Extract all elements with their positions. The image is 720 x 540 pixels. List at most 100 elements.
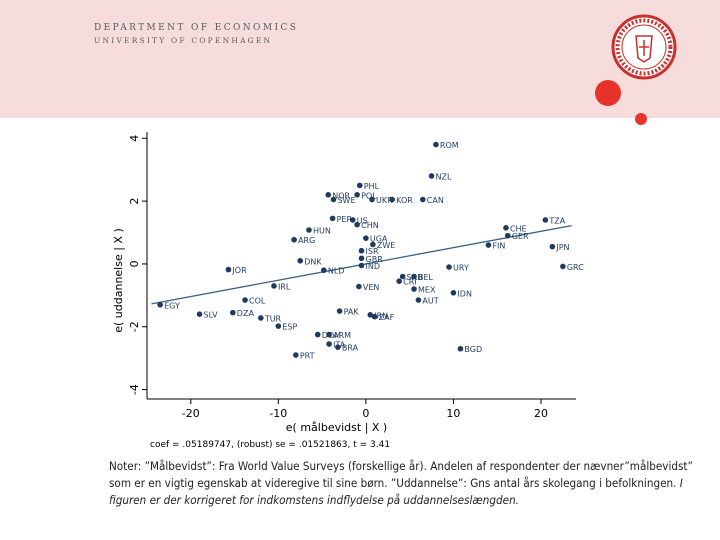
data-point-zwe [370, 241, 376, 248]
data-point-label: NLD [328, 267, 345, 276]
data-point-label: HUN [313, 227, 331, 236]
data-point-srb [399, 273, 406, 280]
data-point-us [349, 217, 356, 223]
data-point-label: CAN [427, 196, 444, 205]
data-point-label: ZWE [377, 241, 395, 250]
x-axis-title: e( målbevidst | X ) [286, 421, 387, 434]
data-point-label: ESP [282, 323, 297, 332]
data-point-pak [336, 308, 343, 314]
data-point-label: BGD [464, 345, 482, 354]
chart-container: -20 -10 0 10 20 -4 -2 0 2 4 ROM NZL PHL NOR POL SWE UKR K… [100, 124, 587, 457]
data-point-label: TZA [548, 216, 565, 225]
university-seal-logo [611, 14, 677, 80]
data-point-zaf [371, 313, 378, 320]
data-point-label: URY [453, 264, 469, 273]
department-title: DEPARTMENT OF ECONOMICS [94, 23, 299, 33]
data-point-fin [485, 242, 492, 248]
data-point-arm [326, 331, 332, 338]
data-point-label: VEN [363, 283, 380, 292]
data-point-label: IDN [457, 289, 472, 298]
data-point-label: BRA [342, 344, 359, 353]
data-point-label: GRC [567, 263, 584, 272]
data-point-irl [271, 283, 277, 289]
data-point-label: ZAF [379, 313, 395, 322]
data-point-label: BEL [418, 273, 434, 282]
data-point-ukr [369, 196, 375, 203]
data-point-bgd [457, 345, 464, 352]
data-point-tur [258, 315, 264, 321]
data-point-esp [275, 323, 282, 329]
data-point-label: ARG [298, 236, 315, 245]
data-point-label: CHN [361, 221, 379, 230]
data-point-label: COL [249, 297, 266, 306]
data-point-jpn [549, 243, 556, 250]
data-point-cri [396, 278, 402, 285]
x-tick-label: 10 [446, 407, 460, 420]
data-point-label: IRL [278, 282, 291, 291]
x-tick-label: 20 [534, 407, 548, 420]
data-point-label: KOR [396, 196, 413, 205]
data-point-ger [504, 232, 511, 239]
data-point-label: GBR [366, 255, 384, 264]
data-point-label: PHL [364, 182, 380, 191]
data-point-nld [321, 267, 327, 274]
data-point-tza [542, 217, 549, 223]
data-point-ven [356, 283, 362, 290]
data-point-dza [230, 309, 236, 316]
data-point-label: GER [512, 232, 529, 241]
header-banner: DEPARTMENT OF ECONOMICS UNIVERSITY OF CO… [0, 0, 720, 125]
y-tick-label: 4 [128, 135, 141, 142]
data-point-nzl [428, 173, 435, 179]
x-tick-label: -10 [269, 407, 287, 420]
data-point-gbr [358, 255, 365, 262]
data-point-dnk [297, 257, 304, 264]
data-point-kor [389, 196, 395, 203]
data-point-label: AUT [422, 297, 438, 306]
data-point-chn [354, 221, 360, 228]
data-point-label: MEX [418, 286, 436, 295]
data-point-isr [358, 247, 365, 254]
data-point-idn [450, 290, 457, 296]
data-point-ind [358, 262, 365, 269]
data-point-label: DNK [304, 257, 322, 266]
data-point-label: IND [366, 262, 381, 271]
data-point-col [242, 297, 248, 303]
data-point-nor [325, 192, 332, 198]
data-point-label: IRN [374, 311, 388, 320]
data-point-slv [196, 311, 203, 317]
data-point-label: TUR [264, 314, 282, 323]
data-point-prt [293, 352, 299, 358]
data-point-label: EGY [164, 301, 180, 310]
data-point-rom [433, 141, 439, 148]
data-point-irn [367, 312, 374, 318]
x-tick-label: -20 [182, 407, 200, 420]
data-point-grc [560, 263, 566, 270]
data-point-label: US [357, 216, 368, 225]
red-dot-decoration [595, 80, 621, 106]
data-point-label: JOR [231, 266, 247, 275]
notes-text: Noter: ”Målbevidst”: Fra World Value Sur… [109, 459, 693, 490]
data-point-dom [314, 331, 321, 338]
data-point-label: ROM [440, 141, 459, 150]
data-point-label: POL [361, 191, 377, 200]
y-tick-label: 0 [128, 260, 141, 267]
data-point-label: ISR [366, 247, 379, 256]
data-point-label: PAK [344, 308, 360, 317]
data-point-label: SWE [337, 196, 355, 205]
data-point-jor [225, 266, 232, 273]
data-point-ita [326, 341, 332, 347]
data-point-label: SLV [204, 311, 219, 320]
data-point-label: UGA [370, 235, 388, 244]
university-title: UNIVERSITY OF COPENHAGEN [94, 36, 273, 45]
data-point-uga [363, 235, 369, 241]
notes-italic-text: I figuren er der korrigeret for indkomst… [109, 476, 683, 507]
data-point-label: NOR [332, 191, 350, 200]
data-point-label: ARM [333, 331, 351, 340]
data-point-mex [411, 286, 417, 292]
data-point-label: UKR [376, 196, 393, 205]
y-axis-title: e( uddannelse | X ) [112, 228, 125, 333]
data-point-swe [330, 196, 337, 203]
data-point-label: CRI [403, 278, 417, 287]
data-point-bel [411, 273, 417, 280]
